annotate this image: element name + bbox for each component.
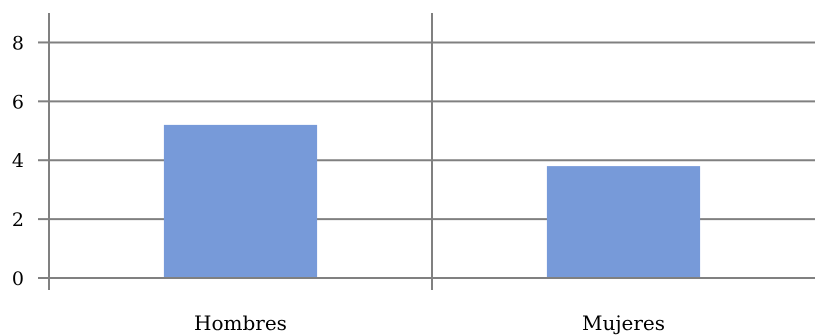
- x-category-label: Mujeres: [582, 311, 665, 335]
- y-tick-label: 2: [12, 209, 24, 231]
- y-tick-label: 4: [12, 150, 24, 172]
- y-tick-label: 0: [12, 268, 24, 290]
- y-tick-label: 8: [12, 32, 24, 54]
- x-category-label: Hombres: [194, 311, 287, 335]
- y-tick-label: 6: [12, 91, 24, 113]
- bar-mujeres: [547, 166, 700, 278]
- bar-hombres: [164, 125, 317, 278]
- y-tick-labels: 0 2 4 6 8: [12, 32, 24, 290]
- x-category-labels: Hombres Mujeres: [194, 311, 665, 335]
